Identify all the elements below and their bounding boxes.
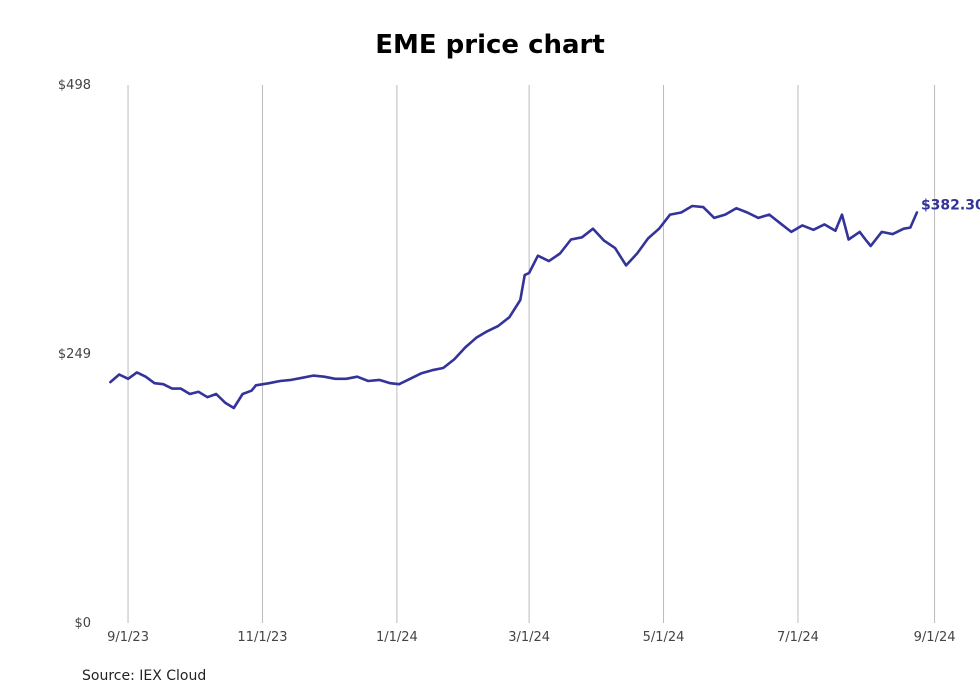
y-tick-label: $249 (58, 347, 91, 362)
y-tick-label: $498 (58, 78, 91, 93)
x-tick-label: 9/1/23 (107, 630, 149, 645)
y-axis-ticks: $0 $249 $498 (58, 78, 91, 631)
source-note: Source: IEX Cloud (82, 668, 207, 684)
x-tick-label: 3/1/24 (508, 630, 550, 645)
y-tick-label: $0 (74, 616, 91, 631)
x-tick-label: 7/1/24 (777, 630, 819, 645)
last-price-label-group: $382.30 (921, 197, 980, 213)
price-series (109, 204, 919, 410)
x-tick-label: 11/1/23 (237, 630, 287, 645)
vertical-gridlines (127, 85, 936, 623)
x-tick-label: 1/1/24 (376, 630, 418, 645)
last-price-label: $382.30 (921, 197, 980, 213)
chart-title: EME price chart (375, 30, 605, 60)
x-tick-label: 5/1/24 (643, 630, 685, 645)
price-line (109, 204, 919, 410)
x-tick-label: 9/1/24 (914, 630, 956, 645)
x-axis-ticks: 9/1/23 11/1/23 1/1/24 3/1/24 5/1/24 7/1/24 9/1… (107, 630, 955, 645)
